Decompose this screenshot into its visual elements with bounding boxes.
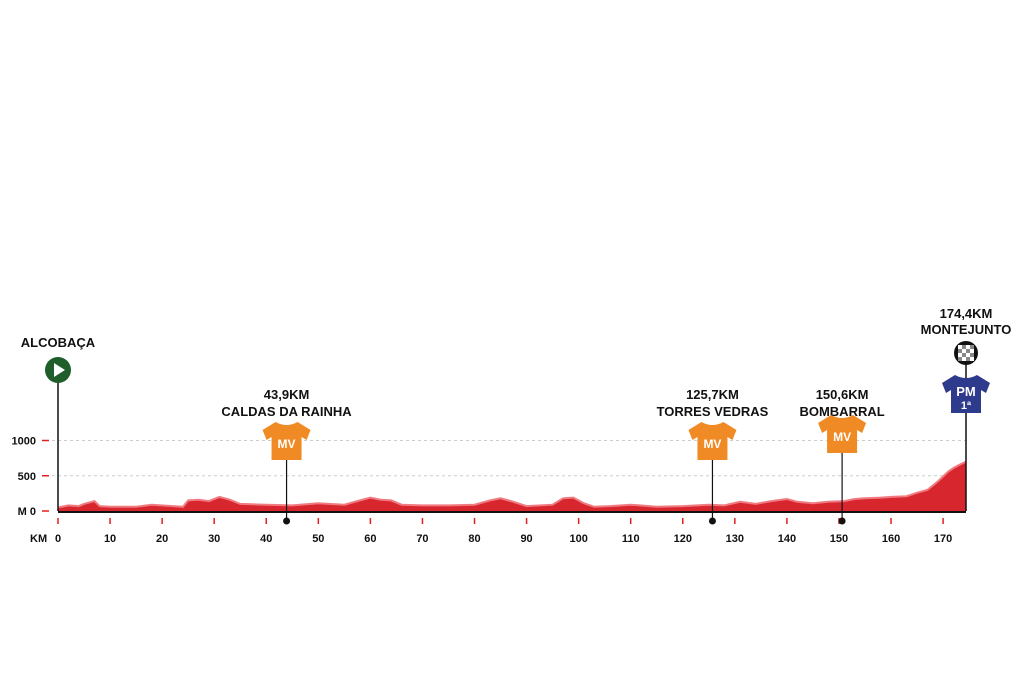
- finish-flag-square: [970, 353, 974, 357]
- start-place-label: ALCOBAÇA: [21, 335, 96, 350]
- y-tick-label-0: M 0: [18, 506, 36, 518]
- x-tick-label-150: 150: [830, 533, 848, 545]
- sprint2-badge-label: MV: [703, 437, 721, 451]
- x-axis-ticks: KM 0 10 20 30 40 50 60 70 80 90 100 110 120 130 140 150 1…: [30, 518, 952, 545]
- x-tick-label-90: 90: [520, 533, 532, 545]
- finish-flag-square: [962, 357, 966, 361]
- x-tick-label-110: 110: [622, 533, 640, 545]
- elevation-area: [58, 461, 966, 511]
- x-tick-label-130: 130: [726, 533, 744, 545]
- finish-flag-square: [970, 357, 974, 361]
- x-tick-label-60: 60: [364, 533, 376, 545]
- y-axis-ticks: M 0 500 1000: [12, 436, 49, 518]
- finish-flag-square: [970, 349, 974, 353]
- x-tick-label-50: 50: [312, 533, 324, 545]
- finish-flag-square: [958, 349, 962, 353]
- sprint2-place-label: TORRES VEDRAS: [657, 404, 769, 419]
- elevation-profile: [57, 460, 967, 511]
- finish-flag-square: [962, 345, 966, 349]
- play-icon: [54, 363, 65, 377]
- sprint2-distance-label: 125,7KM: [686, 387, 739, 402]
- x-tick-label-170: 170: [934, 533, 952, 545]
- x-tick-label-0: 0: [55, 533, 61, 545]
- y-tick-label-500: 500: [18, 471, 36, 483]
- mountain-jersey-icon: [942, 375, 990, 413]
- finish-flag-square: [958, 357, 962, 361]
- x-tick-label-40: 40: [260, 533, 272, 545]
- sprint1-dot: [283, 517, 291, 525]
- finish-flag-square: [958, 353, 962, 357]
- x-axis-label: KM: [30, 533, 47, 545]
- grid-lines: [52, 440, 968, 477]
- finish-flag-square: [966, 353, 970, 357]
- sprint3-dot: [838, 517, 846, 525]
- sprint1-distance-label: 43,9KM: [264, 387, 310, 402]
- sprint2-dot: [708, 517, 716, 525]
- x-tick-label-70: 70: [416, 533, 428, 545]
- x-tick-label-140: 140: [778, 533, 796, 545]
- finish-flag-square: [970, 345, 974, 349]
- x-tick-label-160: 160: [882, 533, 900, 545]
- sprint1-place-label: CALDAS DA RAINHA: [221, 404, 352, 419]
- x-tick-label-80: 80: [468, 533, 480, 545]
- finish-flag-square: [966, 345, 970, 349]
- route-markers: ALCOBAÇA 43,9KM CALDAS DA RAINHA MV 125,7KM T…: [21, 306, 1012, 525]
- x-tick-label-20: 20: [156, 533, 168, 545]
- mountain-badge-category: 1ª: [961, 400, 972, 412]
- finish-flag-square: [962, 349, 966, 353]
- x-tick-label-30: 30: [208, 533, 220, 545]
- sprint3-badge-label: MV: [833, 430, 851, 444]
- sprint1-jersey-icon: [262, 422, 311, 460]
- x-tick-label-120: 120: [674, 533, 692, 545]
- finish-flag-square: [966, 357, 970, 361]
- finish-distance-label: 174,4KM: [940, 306, 993, 321]
- mountain-badge-label: PM: [956, 384, 976, 399]
- finish-flag-square: [958, 345, 962, 349]
- sprint2-jersey-icon: [688, 422, 737, 460]
- finish-flag-icon: [958, 345, 974, 361]
- elevation-line: [57, 460, 967, 509]
- finish-place-label: MONTEJUNTO: [921, 322, 1012, 337]
- sprint1-badge-label: MV: [278, 437, 296, 451]
- sprint3-place-label: BOMBARRAL: [799, 404, 884, 419]
- y-tick-label-1000: 1000: [12, 436, 36, 448]
- sprint3-jersey-icon: [818, 415, 867, 453]
- finish-flag-square: [962, 353, 966, 357]
- sprint3-distance-label: 150,6KM: [816, 387, 869, 402]
- x-tick-label-100: 100: [569, 533, 587, 545]
- x-tick-label-10: 10: [104, 533, 116, 545]
- finish-flag-square: [966, 349, 970, 353]
